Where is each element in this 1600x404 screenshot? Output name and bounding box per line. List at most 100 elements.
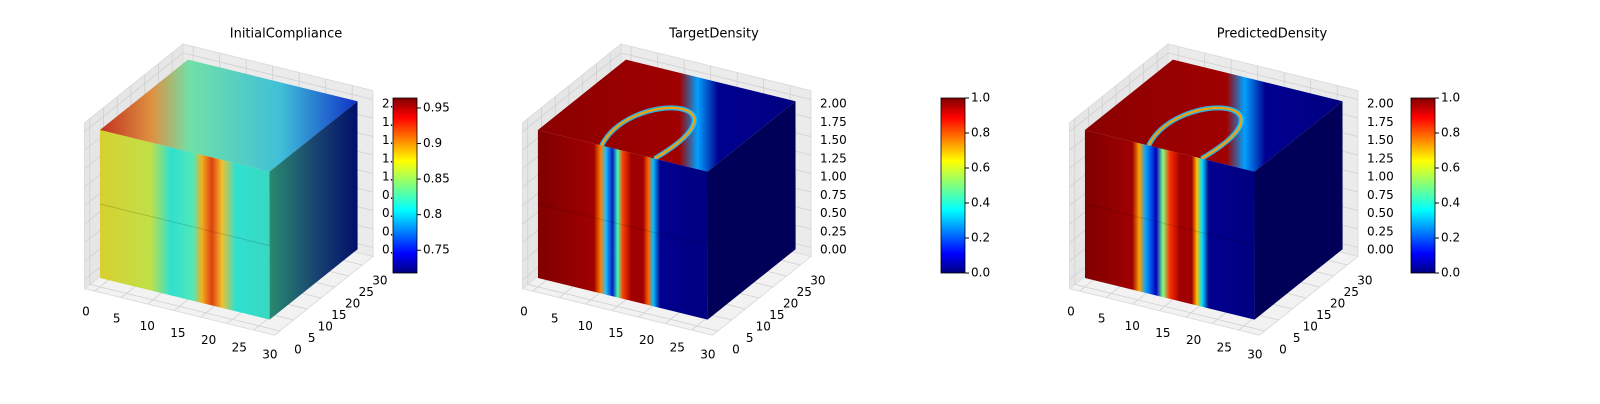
x-tick-label: 20 [201, 333, 216, 347]
colorbar-tick-label: 0.4 [1441, 196, 1460, 210]
z-tick-label: 2.00 [1367, 97, 1394, 111]
colorbar-tick-label: 0.8 [971, 126, 990, 140]
z-tick-label: 0.25 [1367, 224, 1394, 238]
colorbar [1410, 97, 1436, 274]
cube-right [1254, 101, 1343, 320]
x-tick-label: 30 [262, 347, 277, 361]
x-tick-label: 15 [1155, 326, 1170, 340]
colorbar-tick-label: 0.2 [1441, 231, 1460, 245]
chart-title: InitialCompliance [230, 27, 343, 42]
y-tick-label: 5 [1293, 331, 1301, 345]
x-tick-label: 20 [1186, 333, 1201, 347]
grid-line [84, 52, 374, 133]
y-tick-label: 30 [372, 274, 387, 288]
y-tick-label: 30 [810, 274, 825, 288]
x-tick-label: 25 [670, 340, 685, 354]
y-tick-label: 0 [732, 343, 740, 357]
y-tick-label: 10 [318, 320, 333, 334]
cube-top [99, 59, 358, 172]
colorbar-tick-label: 0.4 [971, 196, 990, 210]
y-tick-label: 5 [308, 331, 316, 345]
cube-front [1084, 130, 1255, 320]
z-tick-label: 0.25 [820, 224, 847, 238]
y-tick-label: 15 [1316, 308, 1331, 322]
grid-line [1069, 52, 1359, 133]
cube-seam [1084, 203, 1255, 247]
colorbar-tick-label: 0.75 [423, 243, 450, 257]
z-tick-label: 1.50 [820, 133, 847, 147]
y-tick-label: 20 [345, 297, 360, 311]
x-tick-label: 25 [1217, 340, 1232, 354]
y-tick-label: 25 [1344, 285, 1359, 299]
y-tick-label: 10 [1303, 320, 1318, 334]
z-tick-label: 1.75 [1367, 115, 1394, 129]
cube-front [537, 130, 708, 320]
z-tick-label: 0.00 [1367, 243, 1394, 257]
y-tick-label: 25 [359, 285, 374, 299]
colorbar-tick-label: 1.0 [971, 91, 990, 105]
density-arc [1147, 106, 1243, 160]
colorbar-tick-label: 0.0 [971, 266, 990, 280]
z-tick-label: 1.25 [820, 151, 847, 165]
y-tick-label: 0 [1279, 343, 1287, 357]
colorbar-tick-label: 0.85 [423, 172, 450, 186]
x-tick-label: 5 [1098, 312, 1106, 326]
grid-line [1074, 118, 1265, 332]
z-tick-label: 0.75 [1367, 188, 1394, 202]
x-tick-label: 5 [113, 312, 121, 326]
y-tick-label: 25 [797, 285, 812, 299]
grid-line [89, 118, 280, 332]
colorbar-tick-label: 0.2 [971, 231, 990, 245]
colorbar-tick-label: 0.9 [423, 136, 442, 150]
colorbar [940, 97, 966, 274]
y-tick-label: 10 [756, 320, 771, 334]
x-tick-label: 10 [1125, 319, 1140, 333]
x-tick-label: 0 [1067, 305, 1075, 319]
z-tick-label: 1.75 [820, 115, 847, 129]
x-tick-label: 20 [639, 333, 654, 347]
z-tick-label: 1.50 [1367, 133, 1394, 147]
z-tick-label: 0.00 [820, 243, 847, 257]
y-tick-label: 15 [769, 308, 784, 322]
colorbar-tick-label: 0.0 [1441, 266, 1460, 280]
cube-right [269, 101, 358, 320]
colorbar-tick-label: 0.8 [423, 207, 442, 221]
z-tick-label: 2.00 [820, 97, 847, 111]
colorbar [392, 97, 418, 274]
cube-right [707, 101, 796, 320]
x-tick-label: 25 [232, 340, 247, 354]
cube-seam [537, 203, 708, 247]
chart-title: TargetDensity [668, 27, 759, 42]
grid-line [522, 52, 812, 133]
y-tick-label: 30 [1357, 274, 1372, 288]
colorbar-tick-label: 0.8 [1441, 126, 1460, 140]
cube-seam [99, 203, 270, 247]
y-tick-label: 20 [1330, 297, 1345, 311]
z-tick-label: 1.00 [1367, 170, 1394, 184]
x-tick-label: 15 [170, 326, 185, 340]
chart-title: PredictedDensity [1217, 27, 1328, 42]
z-tick-label: 0.75 [820, 188, 847, 202]
x-tick-label: 0 [82, 305, 90, 319]
x-tick-label: 0 [520, 305, 528, 319]
x-tick-label: 10 [578, 319, 593, 333]
x-tick-label: 5 [551, 312, 559, 326]
grid-line [527, 118, 718, 332]
y-tick-label: 15 [331, 308, 346, 322]
z-tick-label: 1.25 [1367, 151, 1394, 165]
colorbar-tick-label: 0.6 [1441, 161, 1460, 175]
z-tick-label: 1.00 [820, 170, 847, 184]
cube-front [99, 130, 270, 320]
x-tick-label: 30 [1247, 347, 1262, 361]
colorbar-tick-label: 0.95 [423, 100, 450, 114]
y-tick-label: 5 [746, 331, 754, 345]
z-tick-label: 0.50 [820, 206, 847, 220]
colorbar-tick-label: 1.0 [1441, 91, 1460, 105]
density-arc [600, 106, 696, 160]
x-tick-label: 30 [700, 347, 715, 361]
x-tick-label: 15 [608, 326, 623, 340]
colorbar-tick-label: 0.6 [971, 161, 990, 175]
y-tick-label: 20 [783, 297, 798, 311]
x-tick-label: 10 [140, 319, 155, 333]
